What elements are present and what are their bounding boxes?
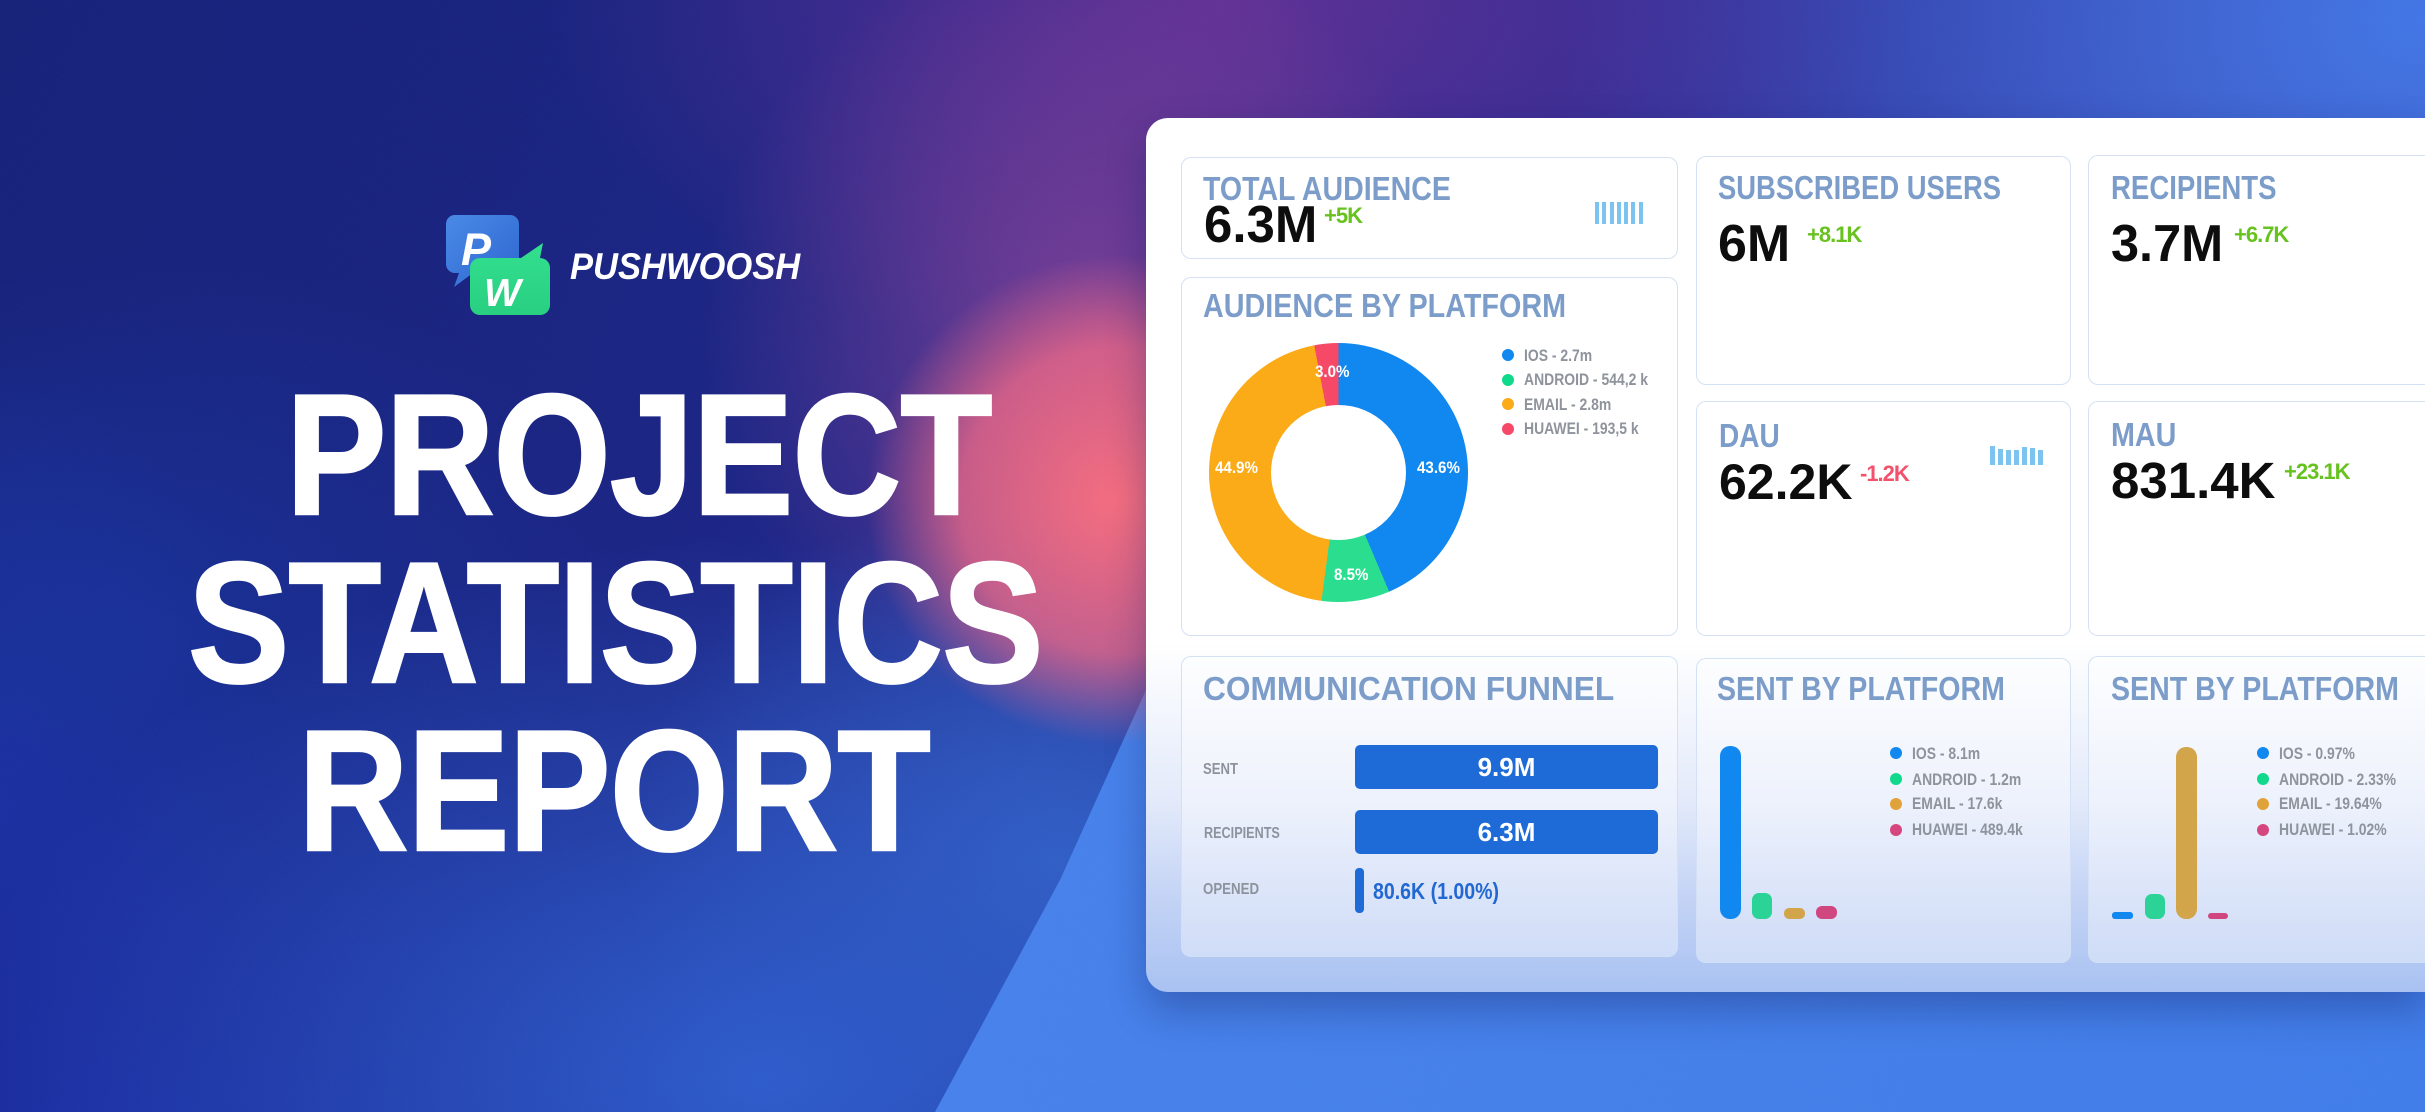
svg-text:W: W xyxy=(484,272,524,315)
